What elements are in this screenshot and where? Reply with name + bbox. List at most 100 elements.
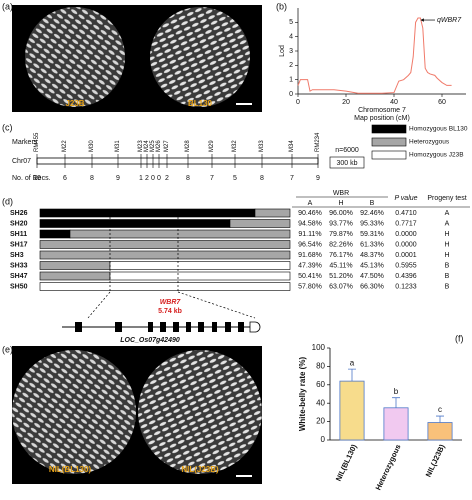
y-tick-label: 0 xyxy=(321,435,326,444)
y-tick-label: 5 xyxy=(289,19,293,26)
header: P value xyxy=(394,195,417,202)
header: WBR xyxy=(333,190,349,197)
marker-name: M27 xyxy=(164,140,170,152)
y-tick-label: 40 xyxy=(316,398,325,407)
exon xyxy=(173,322,179,332)
bar xyxy=(339,380,365,441)
marker-name: M29 xyxy=(209,140,215,152)
legend-label: Homozygous BL130 xyxy=(409,126,468,133)
y-axis-label: White-belly rate (%) xyxy=(298,357,307,432)
y-tick-label: 3 xyxy=(289,48,293,55)
x-tick-label: NIL(BL130) xyxy=(334,442,359,482)
caption: J23B xyxy=(65,99,84,108)
recombinant-count: 8 xyxy=(260,175,264,182)
annotation: qWBR7 xyxy=(437,17,462,24)
y-tick-label: 0 xyxy=(289,91,293,98)
panel-label: (f) xyxy=(455,333,464,343)
y-axis-label: Lod xyxy=(279,45,286,57)
recombinant-count: 1 xyxy=(139,175,143,182)
exon xyxy=(238,322,244,332)
caption: BL130 xyxy=(188,99,213,108)
table-cell: H xyxy=(444,231,449,238)
line-name: SH26 xyxy=(10,210,28,217)
lod-curve xyxy=(297,17,452,94)
recombinant-count: 2 xyxy=(165,175,169,182)
legend-label: Homozygous J23B xyxy=(409,152,464,159)
row-label: Chr07 xyxy=(12,158,31,165)
recombinant-count: 7 xyxy=(210,175,214,182)
panel-label: (a) xyxy=(2,1,13,11)
table-cell: 91.68% xyxy=(298,252,322,259)
line-name: SH33 xyxy=(10,262,28,269)
recombinant-count: 2 xyxy=(145,175,149,182)
marker-name: M32 xyxy=(232,140,238,152)
line-name: SH17 xyxy=(10,241,28,248)
table-cell: 0.4396 xyxy=(395,273,417,280)
error-bar xyxy=(348,368,356,382)
marker-name: M26 xyxy=(156,140,162,152)
header: B xyxy=(370,200,375,207)
error-bar xyxy=(436,415,444,423)
table-cell: 0.0000 xyxy=(395,241,417,248)
recombinant-count: 0 xyxy=(151,175,155,182)
error-bar xyxy=(392,397,400,408)
exons xyxy=(75,322,244,332)
table-cell: 59.31% xyxy=(360,231,384,238)
header: H xyxy=(338,200,343,207)
genotype-segment xyxy=(39,229,71,239)
significance-letter: b xyxy=(394,387,399,396)
table-cell: 0.0000 xyxy=(395,231,417,238)
table-cell: B xyxy=(445,273,450,280)
marker-name: RM455 xyxy=(34,132,40,152)
scale-label: 300 kb xyxy=(336,160,357,167)
exon xyxy=(160,322,166,332)
genotype-segment xyxy=(254,208,291,218)
table-cell: A xyxy=(445,220,450,227)
genotype-segment xyxy=(39,219,231,228)
line-name: SH3 xyxy=(10,252,24,259)
genotype-segment xyxy=(39,208,256,218)
genotype-segment xyxy=(69,229,291,239)
recombinant-count: 8 xyxy=(90,175,94,182)
table-cell: 0.4710 xyxy=(395,210,417,217)
marker-name: RM234 xyxy=(315,132,321,152)
recombinant-count: 5 xyxy=(233,175,237,182)
utr xyxy=(249,321,261,333)
genotype-segment xyxy=(109,261,291,270)
genotype-segment xyxy=(39,271,111,281)
table-cell: 48.37% xyxy=(360,252,384,259)
caption: NIL(J23B) xyxy=(181,465,219,474)
recombinant-count: 8 xyxy=(186,175,190,182)
line-name: SH50 xyxy=(10,283,28,290)
table-cell: 96.54% xyxy=(298,241,322,248)
table-cell: 0.7717 xyxy=(395,220,417,227)
y-tick-label: 20 xyxy=(316,417,325,426)
y-tick-label: 1 xyxy=(289,77,293,84)
bar xyxy=(383,407,409,441)
table-cell: 45.11% xyxy=(329,262,352,269)
row-label: No. of Recs. xyxy=(12,175,51,182)
grain-sample xyxy=(138,350,262,474)
legend-swatch xyxy=(371,137,407,147)
table-cell: 93.77% xyxy=(329,220,353,227)
legend-label: Heterozygous xyxy=(409,139,450,146)
table-cell: H xyxy=(444,241,449,248)
zoom-lines xyxy=(87,291,256,319)
table-cell: 79.87% xyxy=(329,231,353,238)
significance-letter: a xyxy=(350,358,355,367)
exon xyxy=(198,322,204,332)
recombinant-count: 6 xyxy=(63,175,67,182)
grain-sample xyxy=(150,7,250,107)
gene-locus: LOC_Os07g42490 xyxy=(120,337,180,344)
grain-sample xyxy=(25,7,125,107)
marker-name: M30 xyxy=(89,140,95,152)
exon xyxy=(75,322,82,332)
marker-name: M25 xyxy=(150,140,156,152)
genotype-segment xyxy=(39,250,291,260)
recombinant-count: 0 xyxy=(157,175,161,182)
x-tick-label: 40 xyxy=(390,99,398,106)
table-cell: 0.5955 xyxy=(395,262,417,269)
header: A xyxy=(308,200,313,207)
table-cell: 50.41% xyxy=(298,273,322,280)
